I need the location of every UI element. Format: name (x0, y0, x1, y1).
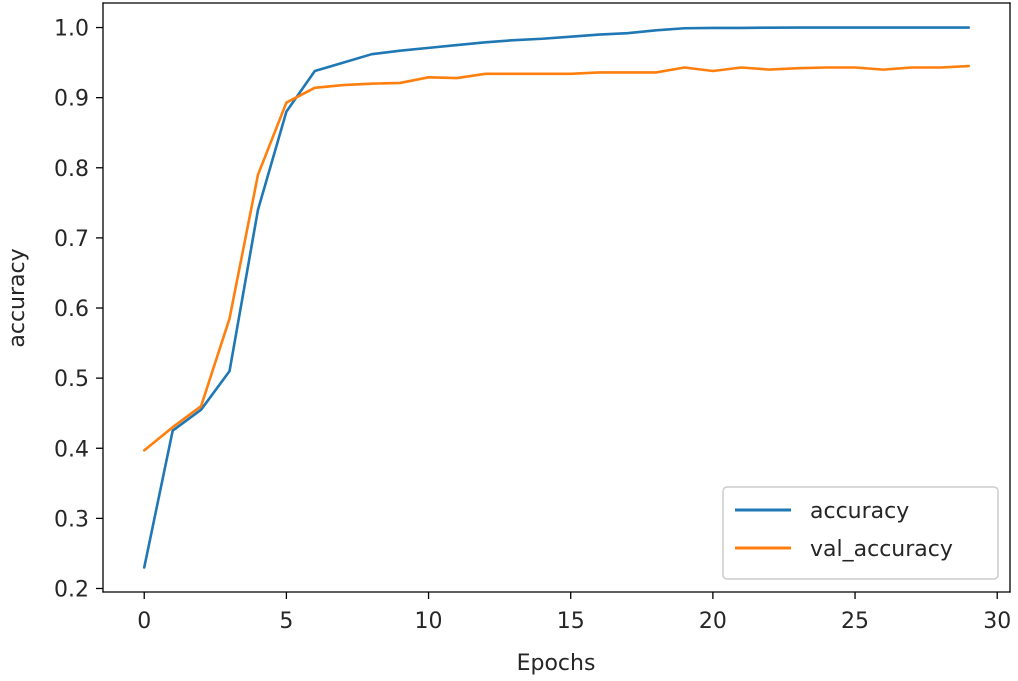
x-tick-label: 5 (279, 609, 293, 634)
ticks-layer: 0 5 10 15 20 25 30 0.2 0.3 0.4 0.5 0.6 0.7 0.8 0.9 1.0 (54, 17, 1011, 634)
x-axis-label: Epochs (517, 651, 596, 676)
x-tick-label: 25 (841, 609, 869, 634)
y-tick-label: 0.9 (54, 87, 89, 112)
legend: accuracy val_accuracy (722, 486, 999, 580)
x-tick-label: 20 (699, 609, 727, 634)
legend-box (722, 486, 999, 580)
axes-layer (102, 2, 1011, 593)
y-tick-label: 0.3 (54, 507, 89, 532)
legend-label-accuracy: accuracy (810, 499, 909, 524)
y-tick-label: 1.0 (54, 17, 89, 42)
x-tick-label: 30 (983, 609, 1011, 634)
y-tick-label: 0.4 (54, 437, 89, 462)
series-line-accuracy (142, 26, 971, 569)
series-layer (142, 26, 971, 569)
x-tick-label: 0 (137, 609, 151, 634)
x-tick-label: 15 (557, 609, 585, 634)
y-tick-label: 0.8 (54, 157, 89, 182)
series-line-val-accuracy (142, 64, 971, 452)
y-tick-label: 0.5 (54, 367, 89, 392)
y-tick-label: 0.2 (54, 577, 89, 602)
y-axis-label: accuracy (5, 248, 30, 347)
y-tick-label: 0.7 (54, 227, 89, 252)
x-tick-label: 10 (415, 609, 443, 634)
legend-label-val-accuracy: val_accuracy (810, 537, 953, 562)
y-tick-label: 0.6 (54, 297, 89, 322)
